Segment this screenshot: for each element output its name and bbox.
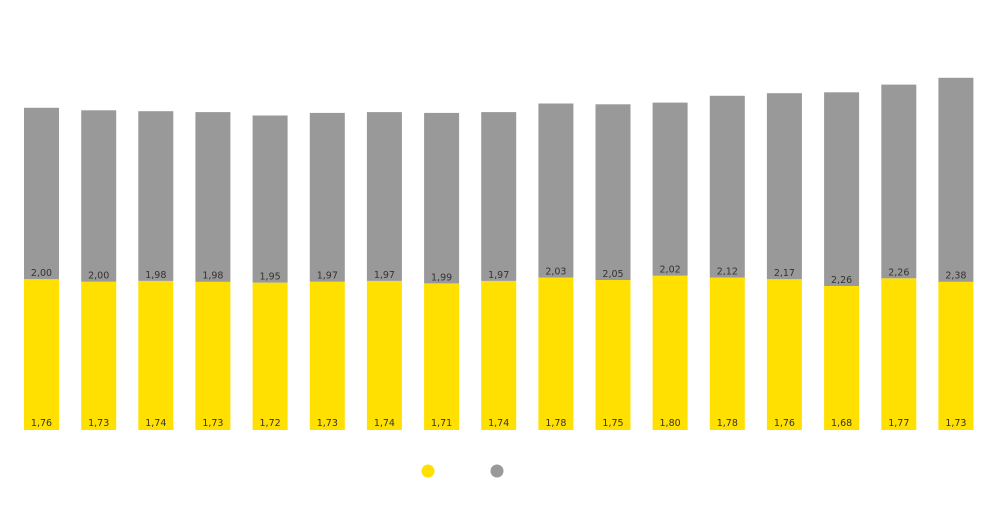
bar-segment-series-1 xyxy=(366,280,402,430)
data-label-series-1: 1,80 xyxy=(660,418,681,429)
bar-segment-series-1 xyxy=(138,280,174,430)
bar-segment-series-1 xyxy=(881,278,917,430)
bar-segment-series-1 xyxy=(24,279,59,430)
data-label-series-2: 1,98 xyxy=(145,270,166,281)
bar-segment-series-2 xyxy=(824,92,860,286)
bar-segment-series-1 xyxy=(195,281,231,430)
data-label-series-1: 1,73 xyxy=(317,418,338,429)
data-label-series-2: 1,95 xyxy=(260,272,281,283)
legend-marker-series-2 xyxy=(490,464,504,478)
bar-segment-series-2 xyxy=(595,104,631,280)
bar-segment-series-2 xyxy=(366,112,402,281)
data-label-series-2: 2,00 xyxy=(88,271,109,282)
bar-segment-series-2 xyxy=(424,112,460,284)
data-label-series-2: 2,05 xyxy=(602,269,623,280)
bar-segment-series-1 xyxy=(309,281,345,430)
data-label-series-2: 1,97 xyxy=(488,270,509,281)
data-label-series-1: 1,73 xyxy=(945,418,966,429)
data-label-series-2: 2,26 xyxy=(888,267,909,278)
bar-segment-series-2 xyxy=(766,93,802,280)
bar-segment-series-1 xyxy=(766,279,802,430)
data-label-series-1: 1,74 xyxy=(374,418,395,429)
data-label-series-2: 2,17 xyxy=(774,268,795,279)
bar-segment-series-1 xyxy=(938,281,974,430)
data-label-series-1: 1,76 xyxy=(774,418,795,429)
bar-segment-series-1 xyxy=(709,277,745,430)
bar-segment-series-1 xyxy=(652,275,688,430)
bar-segment-series-1 xyxy=(424,283,460,430)
data-label-series-1: 1,68 xyxy=(831,418,852,429)
bar-segment-series-2 xyxy=(138,111,174,281)
data-label-series-2: 2,03 xyxy=(545,267,566,278)
data-label-series-2: 2,12 xyxy=(717,267,738,278)
data-label-series-2: 1,97 xyxy=(374,270,395,281)
data-label-series-2: 2,38 xyxy=(945,271,966,282)
bar-segment-series-1 xyxy=(252,282,288,430)
data-label-series-2: 2,02 xyxy=(660,265,681,276)
data-label-series-2: 2,26 xyxy=(831,275,852,286)
legend-marker-series-1 xyxy=(421,464,435,478)
data-label-series-2: 1,98 xyxy=(202,271,223,282)
data-label-series-2: 1,97 xyxy=(317,271,338,282)
bar-segment-series-1 xyxy=(595,280,631,430)
data-label-series-1: 1,74 xyxy=(145,418,166,429)
data-label-series-2: 2,00 xyxy=(31,268,52,279)
bar-segment-series-1 xyxy=(81,281,117,430)
data-label-series-1: 1,78 xyxy=(545,418,566,429)
bar-segment-series-2 xyxy=(709,95,745,278)
bar-segment-series-1 xyxy=(538,277,574,430)
bar-segment-series-2 xyxy=(81,110,117,282)
bar-segment-series-1 xyxy=(481,280,517,430)
data-label-series-1: 1,73 xyxy=(88,418,109,429)
legend xyxy=(421,464,504,478)
bar-segment-series-2 xyxy=(538,103,574,278)
data-label-series-1: 1,76 xyxy=(31,418,52,429)
data-label-series-1: 1,72 xyxy=(260,418,281,429)
bar-segment-series-1 xyxy=(824,286,860,430)
bars-group xyxy=(24,77,974,430)
bar-segment-series-2 xyxy=(881,84,917,279)
bar-segment-series-2 xyxy=(652,102,688,276)
data-label-series-1: 1,74 xyxy=(488,418,509,429)
data-label-series-1: 1,73 xyxy=(202,418,223,429)
data-labels-group: 1,76 2,00 1,73 2,00 1,74 1,98 1,73 1,98 1,72 1,95… xyxy=(31,265,967,429)
data-label-series-1: 1,75 xyxy=(602,418,623,429)
bar-segment-series-2 xyxy=(481,112,517,281)
bar-segment-series-2 xyxy=(252,115,288,283)
bar-segment-series-2 xyxy=(938,77,974,282)
data-label-series-1: 1,71 xyxy=(431,418,452,429)
bar-segment-series-2 xyxy=(24,107,59,280)
data-label-series-1: 1,77 xyxy=(888,418,909,429)
bar-segment-series-2 xyxy=(195,112,231,282)
data-label-series-2: 1,99 xyxy=(431,273,452,284)
data-label-series-1: 1,78 xyxy=(717,418,738,429)
bar-segment-series-2 xyxy=(309,112,345,282)
